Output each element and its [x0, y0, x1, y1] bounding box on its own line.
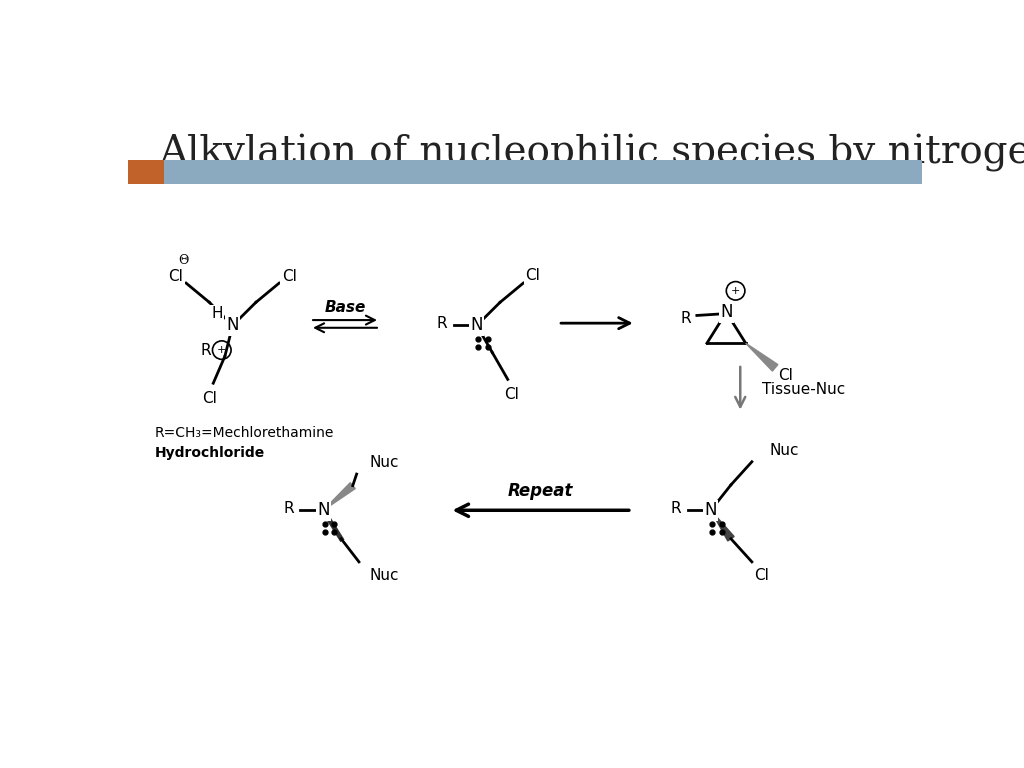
- Text: R: R: [671, 502, 681, 516]
- Text: H: H: [211, 306, 223, 322]
- Text: Cl: Cl: [525, 268, 540, 283]
- Text: N: N: [317, 502, 330, 519]
- Text: +: +: [217, 345, 226, 355]
- Text: Tissue-Nuc: Tissue-Nuc: [762, 382, 845, 397]
- Text: Repeat: Repeat: [508, 482, 573, 500]
- Text: N: N: [470, 316, 483, 335]
- Text: Alkylation of nucleophilic species by nitrogen mustards.: Alkylation of nucleophilic species by ni…: [160, 134, 1024, 171]
- Text: Cl: Cl: [778, 368, 794, 383]
- Text: Nuc: Nuc: [770, 443, 799, 458]
- Polygon shape: [745, 343, 778, 371]
- Text: Nuc: Nuc: [370, 455, 399, 470]
- Polygon shape: [711, 510, 734, 541]
- Text: N: N: [226, 316, 239, 335]
- Text: R: R: [681, 311, 691, 326]
- Text: Cl: Cl: [504, 387, 519, 402]
- Polygon shape: [324, 482, 355, 510]
- Text: Θ: Θ: [178, 253, 189, 266]
- Text: Cl: Cl: [169, 270, 183, 284]
- FancyBboxPatch shape: [164, 161, 922, 184]
- Text: N: N: [705, 502, 717, 519]
- Text: N: N: [720, 303, 732, 321]
- Text: R: R: [201, 343, 212, 358]
- FancyBboxPatch shape: [128, 161, 164, 184]
- Text: R: R: [436, 316, 447, 332]
- Text: Cl: Cl: [755, 568, 769, 583]
- Text: Hydrochloride: Hydrochloride: [155, 446, 265, 460]
- Text: R: R: [284, 502, 294, 516]
- Text: Nuc: Nuc: [370, 568, 399, 583]
- Text: Base: Base: [325, 300, 366, 315]
- Text: +: +: [731, 286, 740, 296]
- Text: Cl: Cl: [282, 270, 297, 284]
- Text: R=CH₃=Mechlorethamine: R=CH₃=Mechlorethamine: [155, 425, 335, 439]
- Text: Cl: Cl: [202, 391, 217, 406]
